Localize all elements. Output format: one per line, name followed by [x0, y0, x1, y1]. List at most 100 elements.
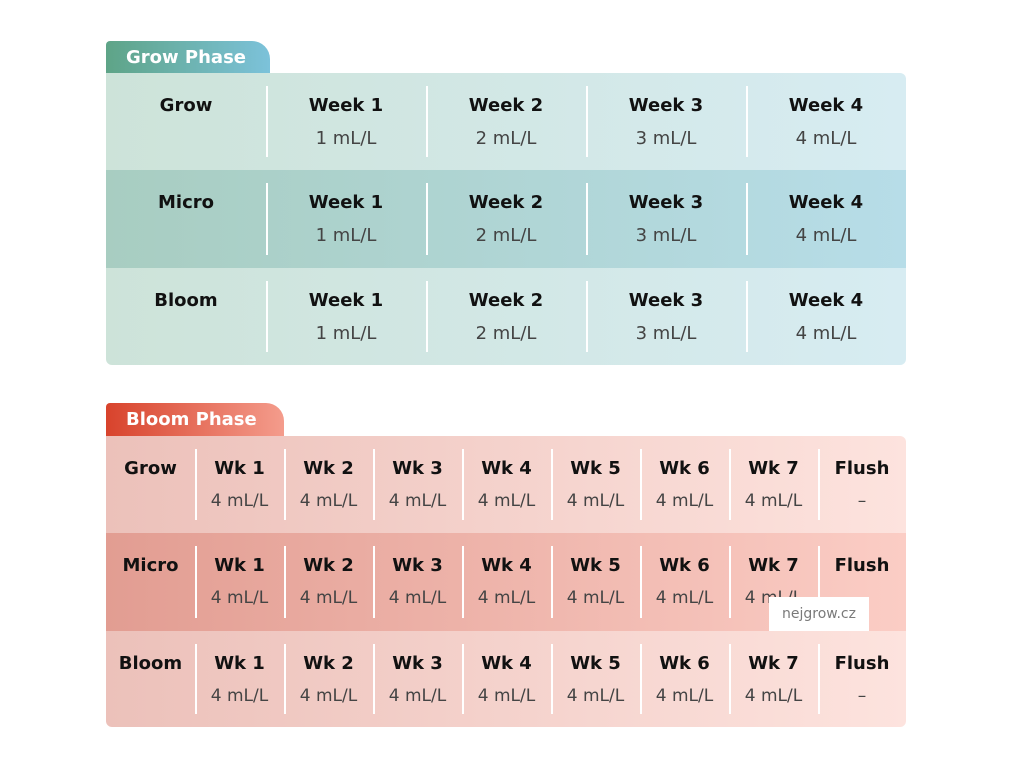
row-label-cell: Bloom [106, 268, 266, 365]
row-label: Bloom [118, 653, 183, 674]
week-head: Wk 4 [481, 458, 532, 479]
dose-value: 4 mL/L [388, 686, 447, 706]
dose-value: 4 mL/L [795, 225, 857, 246]
week-head: Week 4 [788, 192, 864, 213]
week-cell: Wk 4 4 mL/L [462, 631, 551, 727]
flush-head: Flush [834, 555, 890, 576]
watermark-label: nejgrow.cz [769, 597, 869, 631]
dose-value: 4 mL/L [655, 686, 714, 706]
flush-cell: Flush – [818, 631, 906, 727]
row-label-cell: Grow [106, 73, 266, 170]
week-head: Wk 1 [214, 653, 265, 674]
week-head: Week 3 [628, 95, 704, 116]
row-label: Micro [158, 192, 214, 213]
dose-value: 2 mL/L [475, 323, 537, 344]
dose-value: 4 mL/L [388, 491, 447, 511]
dose-value: 3 mL/L [635, 128, 697, 149]
dose-value: 2 mL/L [475, 225, 537, 246]
bloom-row-micro: Micro Wk 1 4 mL/L Wk 2 4 mL/L Wk 3 4 mL/L W… [106, 533, 906, 631]
grow-phase-tab: Grow Phase [106, 41, 270, 74]
week-head: Wk 3 [392, 458, 443, 479]
row-label-cell: Bloom [106, 631, 195, 727]
week-cell: Week 3 3 mL/L [586, 170, 746, 268]
week-cell: Week 3 3 mL/L [586, 73, 746, 170]
dose-value: 4 mL/L [477, 686, 536, 706]
dose-value: 4 mL/L [655, 588, 714, 608]
week-cell: Wk 5 4 mL/L [551, 436, 640, 533]
bloom-row-grow: Grow Wk 1 4 mL/L Wk 2 4 mL/L Wk 3 4 mL/L Wk… [106, 436, 906, 533]
row-label: Grow [159, 95, 213, 116]
dose-value: 4 mL/L [477, 588, 536, 608]
week-head: Wk 2 [303, 555, 354, 576]
bloom-phase-table: Grow Wk 1 4 mL/L Wk 2 4 mL/L Wk 3 4 mL/L Wk… [106, 436, 906, 727]
dose-value: 4 mL/L [299, 686, 358, 706]
week-head: Wk 6 [659, 458, 710, 479]
week-cell: Week 2 2 mL/L [426, 268, 586, 365]
row-label-cell: Micro [106, 170, 266, 268]
row-label: Bloom [154, 290, 218, 311]
dose-value: 4 mL/L [477, 491, 536, 511]
week-head: Week 2 [468, 290, 544, 311]
week-cell: Week 4 4 mL/L [746, 268, 906, 365]
dose-value: 1 mL/L [315, 323, 377, 344]
week-head: Wk 7 [748, 555, 799, 576]
bloom-phase-title: Bloom Phase [126, 409, 257, 430]
week-head: Wk 5 [570, 653, 621, 674]
flush-head: Flush [834, 458, 890, 479]
week-cell: Wk 2 4 mL/L [284, 533, 373, 631]
week-head: Week 3 [628, 290, 704, 311]
week-head: Wk 1 [214, 555, 265, 576]
week-head: Wk 2 [303, 653, 354, 674]
dose-value: 4 mL/L [388, 588, 447, 608]
week-cell: Wk 6 4 mL/L [640, 436, 729, 533]
week-cell: Wk 7 4 mL/L [729, 436, 818, 533]
dose-value: 4 mL/L [566, 491, 625, 511]
week-head: Week 3 [628, 192, 704, 213]
dose-value: 4 mL/L [299, 588, 358, 608]
dose-value: 1 mL/L [315, 128, 377, 149]
week-head: Wk 3 [392, 555, 443, 576]
week-head: Wk 4 [481, 555, 532, 576]
week-cell: Wk 6 4 mL/L [640, 533, 729, 631]
row-label: Grow [124, 458, 177, 479]
dose-value: 4 mL/L [299, 491, 358, 511]
week-cell: Week 4 4 mL/L [746, 170, 906, 268]
dose-value: 3 mL/L [635, 323, 697, 344]
bloom-row-bloom: Bloom Wk 1 4 mL/L Wk 2 4 mL/L Wk 3 4 mL/L W… [106, 631, 906, 727]
dose-value: 4 mL/L [795, 128, 857, 149]
dose-value: – [857, 491, 867, 511]
week-head: Week 1 [308, 290, 384, 311]
dose-value: 1 mL/L [315, 225, 377, 246]
week-head: Wk 3 [392, 653, 443, 674]
week-head: Week 2 [468, 95, 544, 116]
week-head: Wk 2 [303, 458, 354, 479]
week-head: Wk 6 [659, 555, 710, 576]
week-cell: Wk 6 4 mL/L [640, 631, 729, 727]
week-head: Wk 7 [748, 653, 799, 674]
week-cell: Wk 5 4 mL/L [551, 533, 640, 631]
week-head: Wk 6 [659, 653, 710, 674]
dose-value: 4 mL/L [210, 491, 269, 511]
week-cell: Wk 4 4 mL/L [462, 533, 551, 631]
dose-value: 4 mL/L [566, 588, 625, 608]
week-cell: Wk 4 4 mL/L [462, 436, 551, 533]
dose-value: – [857, 686, 867, 706]
flush-cell: Flush – [818, 436, 906, 533]
grow-row-micro: Micro Week 1 1 mL/L Week 2 2 mL/L Week 3 3 … [106, 170, 906, 268]
week-cell: Wk 2 4 mL/L [284, 631, 373, 727]
dose-value: 3 mL/L [635, 225, 697, 246]
dose-value: 4 mL/L [795, 323, 857, 344]
week-head: Wk 7 [748, 458, 799, 479]
week-cell: Wk 1 4 mL/L [195, 533, 284, 631]
dose-value: 4 mL/L [655, 491, 714, 511]
flush-cell: Flush [818, 533, 906, 631]
week-head: Wk 5 [570, 458, 621, 479]
dose-value: 2 mL/L [475, 128, 537, 149]
week-cell: Wk 5 4 mL/L [551, 631, 640, 727]
week-cell: Wk 2 4 mL/L [284, 436, 373, 533]
week-cell: Week 1 1 mL/L [266, 73, 426, 170]
week-cell: Week 2 2 mL/L [426, 73, 586, 170]
week-head: Wk 5 [570, 555, 621, 576]
dose-value: 4 mL/L [210, 588, 269, 608]
week-cell: Wk 3 4 mL/L [373, 436, 462, 533]
